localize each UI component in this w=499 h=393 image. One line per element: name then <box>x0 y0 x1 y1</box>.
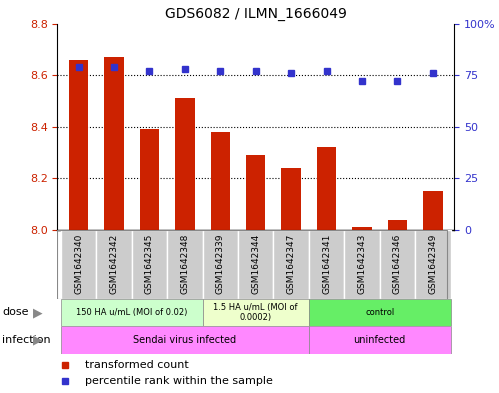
Bar <box>273 230 309 299</box>
Text: control: control <box>365 308 394 317</box>
Text: GSM1642342: GSM1642342 <box>110 233 119 294</box>
Bar <box>238 230 273 299</box>
Text: GSM1642340: GSM1642340 <box>74 233 83 294</box>
Bar <box>61 230 96 299</box>
Text: dose: dose <box>2 307 29 318</box>
Bar <box>380 230 415 299</box>
Bar <box>203 230 238 299</box>
Text: GSM1642339: GSM1642339 <box>216 233 225 294</box>
Bar <box>415 230 451 299</box>
Bar <box>61 326 309 354</box>
Bar <box>344 230 380 299</box>
Bar <box>281 168 301 230</box>
Bar <box>309 326 451 354</box>
Bar <box>96 230 132 299</box>
Text: GSM1642341: GSM1642341 <box>322 233 331 294</box>
Title: GDS6082 / ILMN_1666049: GDS6082 / ILMN_1666049 <box>165 7 347 21</box>
Text: 1.5 HA u/mL (MOI of
0.0002): 1.5 HA u/mL (MOI of 0.0002) <box>214 303 298 322</box>
Bar <box>104 57 124 230</box>
Bar <box>211 132 230 230</box>
Text: GSM1642347: GSM1642347 <box>286 233 296 294</box>
Text: percentile rank within the sample: percentile rank within the sample <box>85 376 273 386</box>
Bar <box>352 227 372 230</box>
Text: infection: infection <box>2 335 51 345</box>
Bar <box>246 155 265 230</box>
Bar <box>317 147 336 230</box>
Bar <box>167 230 203 299</box>
Bar <box>132 230 167 299</box>
Bar <box>203 299 309 326</box>
Bar <box>69 60 88 230</box>
Text: GSM1642346: GSM1642346 <box>393 233 402 294</box>
Bar <box>309 230 344 299</box>
Text: GSM1642344: GSM1642344 <box>251 233 260 294</box>
Text: GSM1642349: GSM1642349 <box>428 233 437 294</box>
Text: GSM1642348: GSM1642348 <box>181 233 190 294</box>
Bar <box>388 220 407 230</box>
Text: Sendai virus infected: Sendai virus infected <box>133 335 237 345</box>
Bar <box>175 98 195 230</box>
Text: ▶: ▶ <box>33 306 43 319</box>
Text: GSM1642345: GSM1642345 <box>145 233 154 294</box>
Bar <box>309 299 451 326</box>
Text: GSM1642343: GSM1642343 <box>357 233 366 294</box>
Text: 150 HA u/mL (MOI of 0.02): 150 HA u/mL (MOI of 0.02) <box>76 308 188 317</box>
Bar <box>140 129 159 230</box>
Bar <box>423 191 443 230</box>
Text: uninfected: uninfected <box>354 335 406 345</box>
Bar <box>61 299 203 326</box>
Text: ▶: ▶ <box>33 333 43 347</box>
Text: transformed count: transformed count <box>85 360 189 371</box>
